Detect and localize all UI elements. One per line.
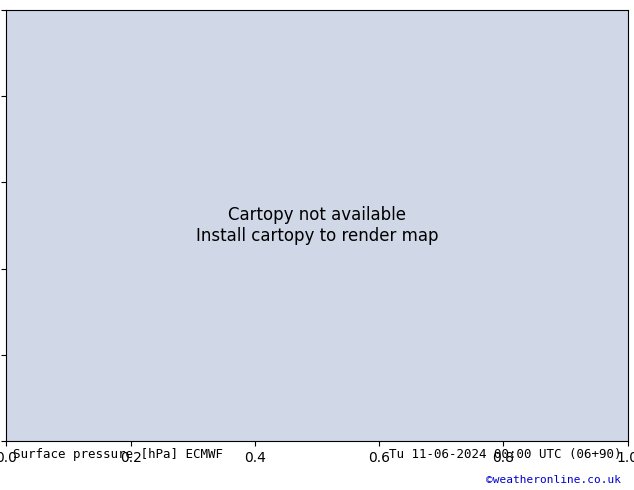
Text: Tu 11-06-2024 00:00 UTC (06+90): Tu 11-06-2024 00:00 UTC (06+90): [389, 447, 621, 461]
Text: Surface pressure [hPa] ECMWF: Surface pressure [hPa] ECMWF: [13, 447, 223, 461]
Text: ©weatheronline.co.uk: ©weatheronline.co.uk: [486, 475, 621, 485]
Text: Cartopy not available
Install cartopy to render map: Cartopy not available Install cartopy to…: [196, 206, 438, 245]
